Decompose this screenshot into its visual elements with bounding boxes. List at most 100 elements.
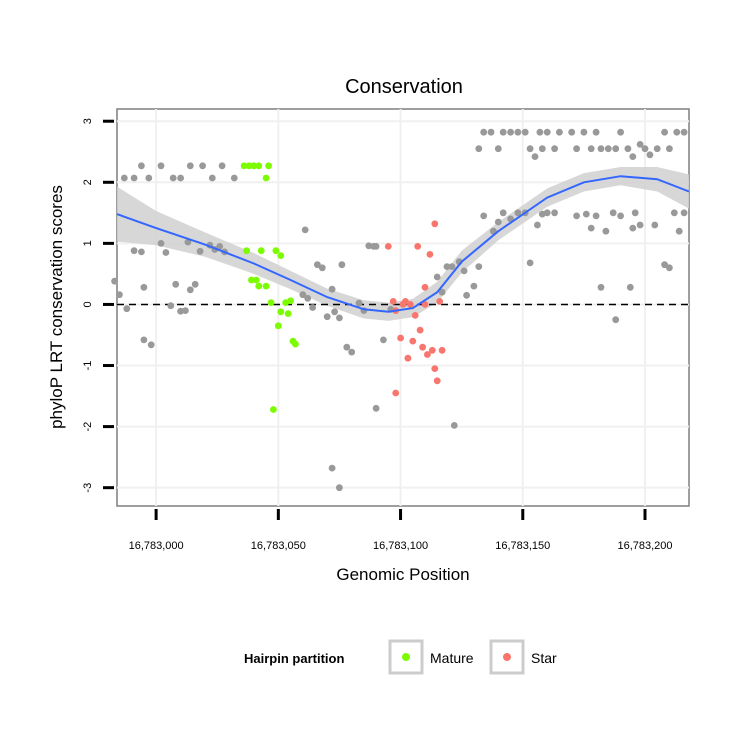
- point-other-81: [514, 128, 522, 136]
- point-other-93: [587, 145, 595, 153]
- point-star-13: [421, 301, 429, 308]
- point-mature-9: [255, 282, 263, 290]
- point-other-46: [355, 299, 363, 307]
- point-other-53: [301, 226, 309, 234]
- point-other-57: [433, 273, 441, 281]
- point-other-84: [531, 153, 539, 161]
- point-other-104: [653, 145, 661, 153]
- point-mature-1: [245, 162, 253, 170]
- point-other-122: [636, 221, 644, 229]
- point-other-106: [666, 145, 673, 153]
- y-tick-label-5: 2: [82, 179, 94, 185]
- point-mature-18: [287, 297, 294, 305]
- point-other-111: [543, 209, 551, 217]
- point-other-99: [624, 145, 632, 153]
- point-mature-15: [277, 308, 285, 316]
- point-other-1: [130, 174, 138, 182]
- point-star-23: [392, 389, 400, 397]
- point-star-12: [419, 343, 426, 351]
- point-other-66: [475, 263, 483, 270]
- point-other-90: [568, 128, 576, 136]
- point-star-15: [424, 351, 431, 358]
- y-tick-label-3: 0: [82, 301, 94, 307]
- point-other-25: [182, 307, 189, 314]
- point-other-82: [521, 128, 529, 136]
- x-axis: 16,783,000 16,783,050 16,783,100 16,783,150…: [129, 509, 673, 552]
- point-other-98: [617, 128, 624, 136]
- point-other-108: [680, 128, 688, 136]
- point-other-97: [612, 145, 620, 153]
- point-other-29: [196, 247, 204, 255]
- point-mature-0: [240, 162, 248, 170]
- x-tick-label-1: 16,783,050: [251, 540, 306, 552]
- point-other-76: [480, 128, 488, 136]
- point-mature-11: [262, 282, 270, 290]
- point-other-103: [646, 151, 654, 159]
- point-other-38: [318, 264, 326, 272]
- point-other-54: [328, 464, 336, 472]
- point-other-58: [438, 288, 446, 296]
- x-axis-label: Genomic Position: [336, 565, 469, 584]
- point-other-42: [336, 314, 343, 322]
- point-other-116: [592, 212, 600, 220]
- point-mature-19: [284, 310, 292, 317]
- point-other-87: [538, 145, 546, 153]
- point-other-28: [191, 280, 199, 288]
- point-other-113: [573, 212, 580, 220]
- point-other-88: [551, 145, 558, 153]
- point-star-5: [402, 298, 409, 305]
- point-other-89: [556, 128, 563, 136]
- point-mature-5: [262, 174, 270, 182]
- point-star-10: [414, 243, 422, 250]
- point-other-7: [186, 162, 194, 170]
- x-tick-label-0: 16,783,000: [129, 540, 184, 552]
- point-mature-10: [257, 247, 265, 255]
- y-axis: -3 -2 -1 0 1 2 3: [82, 118, 114, 493]
- point-other-75: [475, 145, 483, 153]
- point-other-55: [336, 484, 343, 492]
- point-other-19: [147, 341, 155, 349]
- point-star-21: [436, 298, 444, 305]
- point-mature-3: [255, 162, 263, 170]
- point-other-119: [617, 212, 624, 220]
- y-tick-label-6: 3: [82, 118, 94, 124]
- point-other-86: [543, 128, 551, 136]
- legend-marker-star: [503, 653, 511, 661]
- point-mature-17: [274, 322, 282, 330]
- point-other-32: [216, 243, 224, 250]
- point-other-100: [629, 153, 637, 161]
- point-star-9: [411, 312, 419, 319]
- point-other-56: [372, 404, 380, 412]
- point-other-105: [661, 128, 668, 136]
- point-other-74: [526, 259, 534, 267]
- point-other-94: [592, 128, 600, 136]
- point-other-101: [636, 141, 644, 148]
- point-mature-6: [243, 247, 251, 255]
- x-tick-label-3: 16,783,150: [495, 540, 550, 552]
- point-mature-22: [270, 406, 277, 413]
- point-other-12: [111, 277, 118, 285]
- point-star-17: [428, 346, 436, 354]
- point-star-3: [397, 334, 404, 342]
- x-tick-label-4: 16,783,200: [617, 540, 672, 552]
- point-other-34: [299, 291, 307, 299]
- point-other-16: [138, 248, 145, 256]
- smooth-trend-line: [116, 175, 690, 313]
- point-mature-7: [248, 276, 255, 284]
- point-other-10: [218, 162, 226, 170]
- point-mature-13: [272, 247, 280, 255]
- point-other-83: [526, 145, 534, 153]
- point-other-65: [470, 282, 478, 290]
- confidence-band: [117, 167, 689, 321]
- point-other-96: [604, 145, 612, 153]
- data-points: [111, 128, 688, 492]
- point-other-85: [536, 128, 544, 136]
- point-other-91: [573, 145, 580, 153]
- legend-title: Hairpin partition: [244, 651, 344, 666]
- point-other-78: [494, 145, 502, 153]
- point-other-131: [597, 283, 605, 291]
- point-other-112: [551, 209, 558, 217]
- point-other-17: [140, 283, 148, 291]
- point-other-92: [580, 128, 588, 136]
